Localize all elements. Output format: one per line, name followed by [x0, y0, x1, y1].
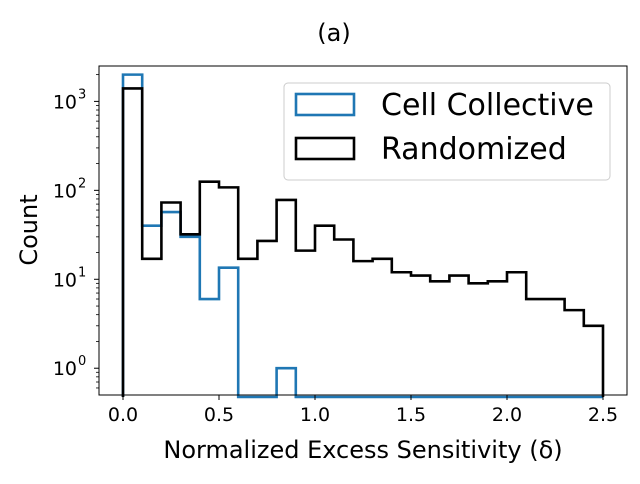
x-axis-label-text: Normalized Excess Sensitivity (δ): [163, 436, 562, 464]
y-tick-exponent: 2: [78, 176, 86, 191]
legend-entry: Randomized: [294, 132, 567, 167]
legend-label: Randomized: [381, 132, 567, 167]
series-0-bars: [121, 73, 603, 399]
y-tick-label: 10: [53, 91, 77, 113]
x-tick-label: 2.0: [492, 404, 522, 426]
legend-swatch: [294, 136, 356, 161]
legend-swatch: [294, 92, 356, 117]
series-step-outline: [121, 87, 605, 397]
series-1-bars: [121, 87, 605, 397]
y-tick-exponent: 0: [78, 354, 86, 369]
x-axis-label: Normalized Excess Sensitivity (δ): [163, 436, 562, 464]
x-tick-label: 1.0: [300, 404, 330, 426]
x-tick-label: 0.0: [108, 404, 138, 426]
y-tick-exponent: 3: [78, 87, 86, 102]
x-tick-label: 1.5: [396, 404, 426, 426]
x-tick-label: 0.5: [204, 404, 234, 426]
plot-frame: [98, 65, 628, 396]
y-tick-exponent: 1: [78, 265, 86, 280]
y-axis-label: Count: [15, 194, 43, 265]
legend-frame: [283, 82, 611, 181]
legend-label: Cell Collective: [381, 88, 594, 123]
y-tick-label: 10: [53, 180, 77, 202]
series-step-outline: [121, 73, 603, 399]
y-tick-label: 10: [53, 358, 77, 380]
y-tick-label: 10: [53, 269, 77, 291]
legend-entry: Cell Collective: [294, 88, 594, 123]
legend: Cell Collective Randomized: [283, 82, 611, 181]
chart-title: (a): [317, 19, 350, 47]
x-tick-label: 2.5: [588, 404, 618, 426]
